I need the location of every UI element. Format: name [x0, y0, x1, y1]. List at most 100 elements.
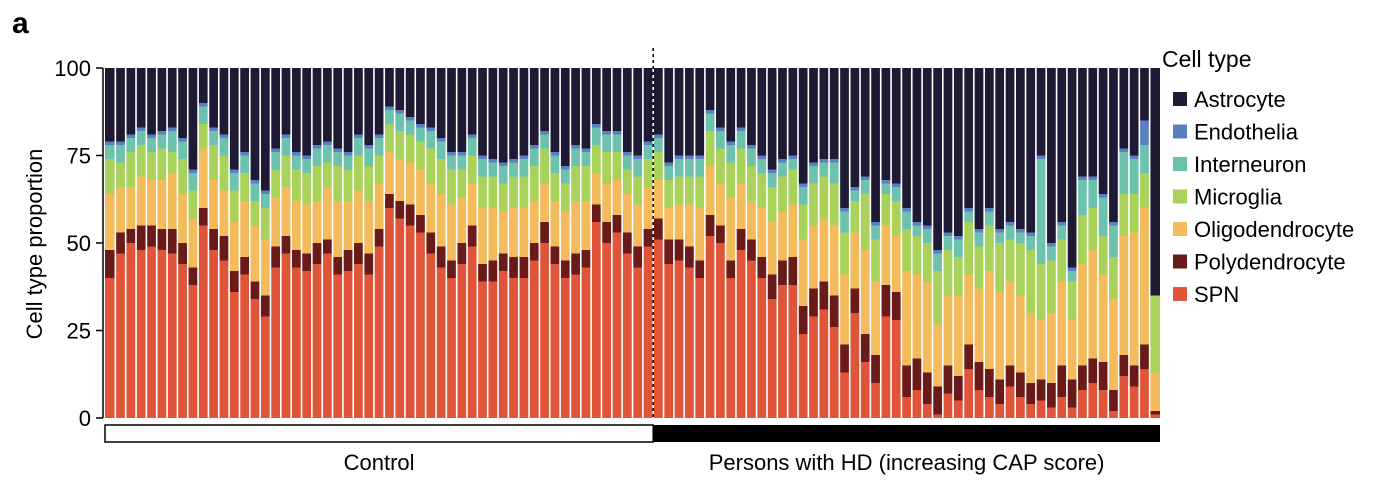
bar-sample — [446, 68, 457, 418]
bar-segment-oligo — [229, 222, 240, 271]
legend-label: Polydendrocyte — [1194, 250, 1346, 275]
bar-segment-inter — [415, 127, 426, 142]
bar-segment-endo — [642, 141, 654, 145]
bar-segment-oligo — [694, 208, 705, 261]
legend-label: Oligodendrocyte — [1194, 217, 1354, 242]
bar-segment-endo — [373, 134, 385, 138]
bar-segment-oligo — [332, 201, 343, 257]
bar-segment-oligo — [425, 183, 436, 233]
bar-segment-poly — [1108, 390, 1119, 411]
bar-segment-oligo — [260, 239, 271, 296]
bar-segment-micro — [818, 176, 830, 219]
bar-segment-astrocyte — [1035, 68, 1047, 156]
bar-sample — [167, 68, 178, 418]
bar-segment-inter — [239, 155, 250, 173]
bar-segment-spn — [653, 239, 664, 418]
bar-segment-spn — [146, 246, 157, 418]
bar-segment-poly — [1118, 355, 1129, 376]
legend-title: Cell type — [1162, 46, 1251, 72]
bar-segment-endo — [539, 131, 550, 135]
bar-segment-inter — [1128, 159, 1140, 194]
bar-segment-spn — [818, 309, 830, 418]
bar-segment-micro — [839, 232, 850, 275]
bar-segment-micro — [1015, 243, 1026, 296]
bar-segment-astrocyte — [694, 68, 705, 156]
bar-segment-oligo — [632, 204, 643, 247]
bar-segment-micro — [105, 159, 116, 194]
bar-segment-oligo — [1077, 264, 1088, 366]
bar-sample — [146, 68, 157, 418]
bar-segment-inter — [808, 166, 819, 184]
bar-segment-inter — [322, 145, 333, 163]
bar-segment-endo — [549, 152, 561, 156]
bar-segment-spn — [580, 267, 592, 418]
bar-sample — [1066, 68, 1078, 418]
bar-segment-spn — [849, 313, 861, 418]
bar-sample — [115, 68, 126, 418]
bar-segment-endo — [208, 127, 219, 131]
bar-segment-astrocyte — [797, 68, 809, 184]
bar-segment-spn — [218, 260, 230, 418]
bar-segment-poly — [1004, 365, 1016, 387]
bar-segment-oligo — [208, 180, 219, 229]
bar-segment-astrocyte — [570, 68, 581, 145]
bar-segment-endo — [797, 183, 809, 187]
bar-segment-astrocyte — [136, 68, 147, 128]
bar-segment-spn — [880, 316, 892, 418]
bar-sample — [684, 68, 695, 418]
bar-segment-spn — [1128, 386, 1140, 418]
bar-segment-endo — [560, 166, 571, 170]
bar-segment-spn — [187, 285, 199, 418]
bar-segment-inter — [394, 113, 405, 131]
bar-segment-astrocyte — [1077, 68, 1088, 177]
bar-segment-astrocyte — [653, 68, 664, 135]
bar-segment-inter — [601, 134, 612, 152]
bar-segment-oligo — [125, 187, 137, 229]
bar-segment-inter — [860, 180, 871, 194]
bar-segment-inter — [487, 162, 499, 177]
bar-segment-astrocyte — [187, 68, 199, 170]
bar-segment-oligo — [177, 194, 188, 243]
bar-segment-inter — [787, 159, 798, 170]
bar-segment-inter — [477, 159, 488, 177]
bar-segment-spn — [105, 278, 116, 418]
bar-segment-endo — [218, 134, 230, 138]
bar-segment-endo — [694, 155, 705, 159]
bar-segment-poly — [1139, 344, 1150, 369]
bar-sample — [332, 68, 343, 418]
bar-segment-endo — [167, 127, 178, 131]
bar-segment-micro — [994, 243, 1005, 292]
bar-segment-poly — [425, 232, 436, 254]
bar-segment-inter — [829, 162, 840, 184]
bar-segment-oligo — [901, 271, 912, 366]
bar-segment-endo — [849, 187, 861, 191]
bar-segment-endo — [1087, 176, 1098, 180]
bar-sample — [922, 68, 933, 418]
y-tick-label: 75 — [67, 144, 91, 169]
bar-segment-poly — [1087, 358, 1098, 383]
bar-segment-endo — [487, 159, 499, 163]
bar-segment-micro — [1097, 236, 1109, 275]
bar-segment-micro — [1046, 260, 1057, 313]
bar-segment-spn — [363, 274, 374, 418]
bar-segment-spn — [673, 260, 685, 418]
bar-segment-oligo — [953, 295, 964, 376]
bar-segment-oligo — [105, 194, 116, 250]
bar-segment-spn — [756, 278, 767, 418]
bar-segment-poly — [415, 215, 426, 233]
bar-segment-astrocyte — [963, 68, 974, 208]
bar-segment-poly — [725, 260, 736, 278]
bar-segment-astrocyte — [580, 68, 592, 149]
bar-segment-poly — [280, 236, 292, 254]
bar-segment-endo — [415, 124, 426, 128]
bar-segment-inter — [1066, 271, 1078, 282]
bar-segment-oligo — [663, 208, 674, 240]
bar-segment-endo — [363, 145, 374, 149]
bar-segment-poly — [435, 246, 447, 268]
bar-segment-inter — [818, 162, 830, 177]
bar-segment-micro — [953, 257, 964, 296]
bar-segment-poly — [487, 260, 499, 282]
group-label-control: Control — [344, 450, 415, 475]
bar-segment-spn — [1097, 390, 1109, 418]
bar-segment-astrocyte — [1118, 68, 1129, 149]
